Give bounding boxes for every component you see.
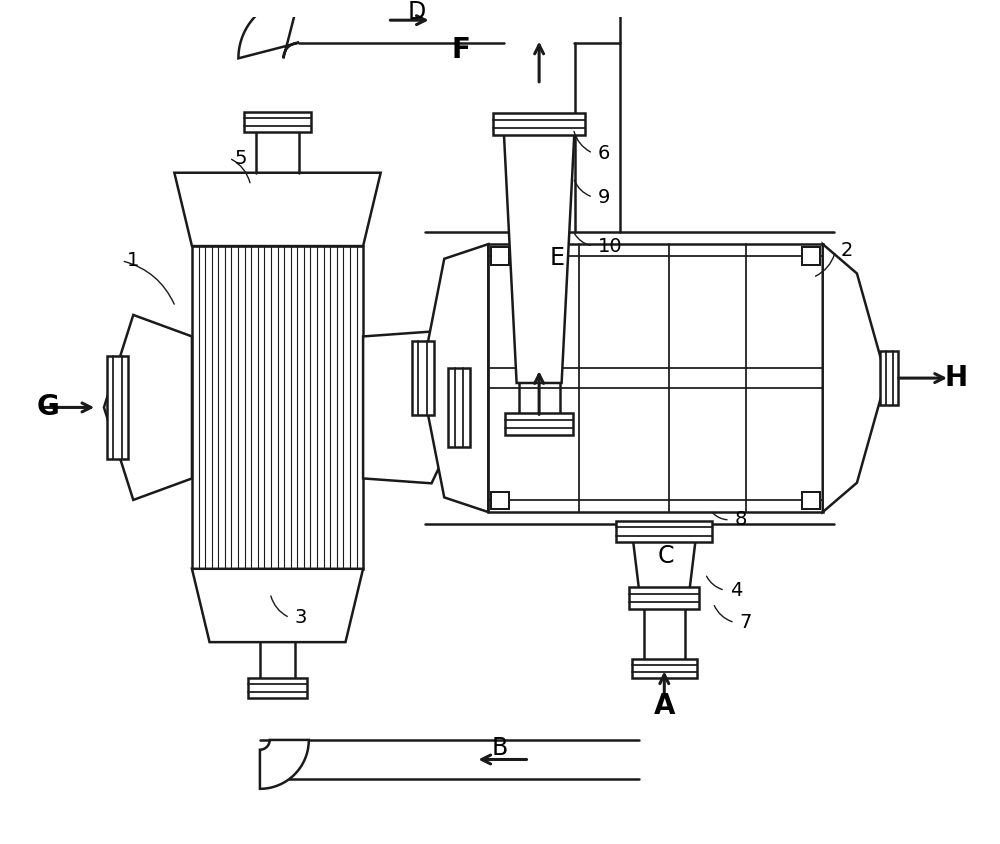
Text: 5: 5 xyxy=(234,149,247,168)
Bar xyxy=(802,491,820,509)
Text: 1: 1 xyxy=(126,252,139,270)
Text: 2: 2 xyxy=(840,241,853,261)
Text: C: C xyxy=(658,544,674,568)
Polygon shape xyxy=(104,315,192,500)
Text: 4: 4 xyxy=(730,581,742,600)
Polygon shape xyxy=(238,0,299,58)
Bar xyxy=(616,521,712,543)
Polygon shape xyxy=(504,133,574,383)
Text: 10: 10 xyxy=(598,236,622,256)
Bar xyxy=(248,679,307,698)
Polygon shape xyxy=(174,173,381,246)
Text: A: A xyxy=(654,692,675,720)
Text: E: E xyxy=(549,246,564,270)
Text: F: F xyxy=(451,36,470,64)
Bar xyxy=(632,659,697,679)
Bar xyxy=(629,587,699,609)
Bar xyxy=(192,246,363,569)
Polygon shape xyxy=(631,524,698,588)
Text: G: G xyxy=(37,393,60,421)
Bar xyxy=(448,368,470,446)
Text: 6: 6 xyxy=(598,143,610,163)
Polygon shape xyxy=(425,244,488,512)
Text: H: H xyxy=(944,364,967,392)
Bar xyxy=(802,247,820,265)
Text: B: B xyxy=(492,736,508,760)
Bar xyxy=(488,244,823,512)
Text: D: D xyxy=(408,0,426,24)
Polygon shape xyxy=(363,332,456,484)
Bar xyxy=(412,342,434,414)
Text: 7: 7 xyxy=(740,613,752,632)
Bar xyxy=(491,491,509,509)
Bar xyxy=(244,112,311,132)
Bar xyxy=(505,414,573,435)
Text: 8: 8 xyxy=(735,511,747,529)
Bar xyxy=(107,356,128,459)
Polygon shape xyxy=(192,569,363,642)
Bar xyxy=(880,351,898,405)
Polygon shape xyxy=(260,740,309,789)
Bar xyxy=(493,113,585,134)
Text: 3: 3 xyxy=(295,609,307,627)
Polygon shape xyxy=(823,244,881,512)
Text: 9: 9 xyxy=(598,187,610,207)
Bar xyxy=(491,247,509,265)
